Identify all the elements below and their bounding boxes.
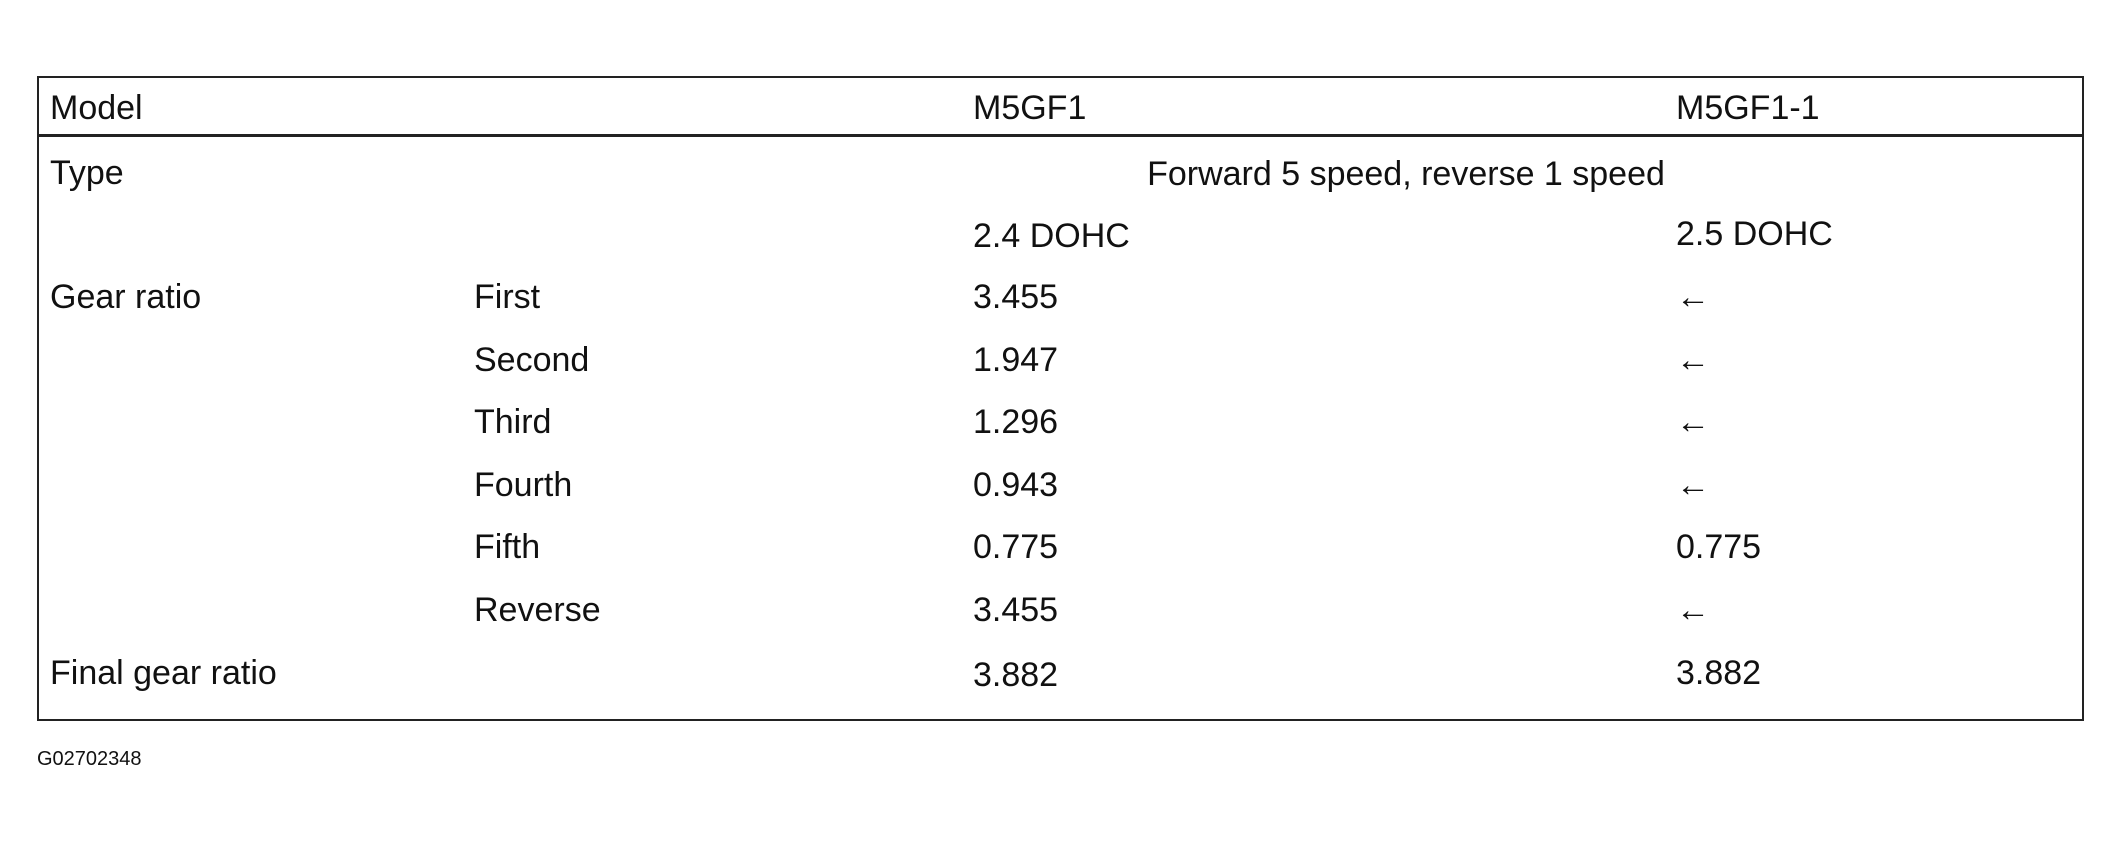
- gear-label: Reverse: [474, 590, 601, 629]
- cell: ←: [1676, 590, 1710, 629]
- cell: 2.4 DOHC: [973, 217, 1130, 255]
- cell: ←: [1676, 465, 1710, 504]
- header-cell: M5GF1-1: [1676, 89, 1820, 127]
- cell: 3.455: [973, 590, 1059, 629]
- cell: 3.882: [973, 656, 1059, 694]
- row-label: Type: [50, 154, 124, 192]
- figure-id: G02702348: [37, 748, 142, 770]
- cell: ←: [1676, 278, 1710, 316]
- gear-label: Fifth: [474, 528, 541, 566]
- cell: Forward 5 speed, reverse 1 speed: [1147, 155, 1665, 193]
- gear-label: Third: [474, 403, 552, 441]
- row-label: Final gear ratio: [50, 654, 277, 692]
- header-cell: M5GF1: [973, 89, 1087, 127]
- cell: 1.947: [973, 340, 1059, 379]
- cell: 3.455: [973, 278, 1059, 316]
- cell: ←: [1676, 340, 1710, 379]
- gear-label: Second: [474, 340, 590, 379]
- gear-label: First: [474, 278, 541, 316]
- cell: 0.775: [973, 528, 1059, 566]
- cell: 0.775: [1676, 528, 1762, 566]
- cell: 0.943: [973, 465, 1059, 504]
- cell: 2.5 DOHC: [1676, 215, 1833, 253]
- cell: 1.296: [973, 403, 1059, 441]
- header-cell: Model: [50, 89, 143, 127]
- row-label: Gear ratio: [50, 278, 202, 316]
- header-rule: [37, 134, 2084, 137]
- cell: ←: [1676, 403, 1710, 441]
- table-border: [37, 76, 2084, 721]
- gear-label: Fourth: [474, 465, 573, 504]
- cell: 3.882: [1676, 654, 1762, 692]
